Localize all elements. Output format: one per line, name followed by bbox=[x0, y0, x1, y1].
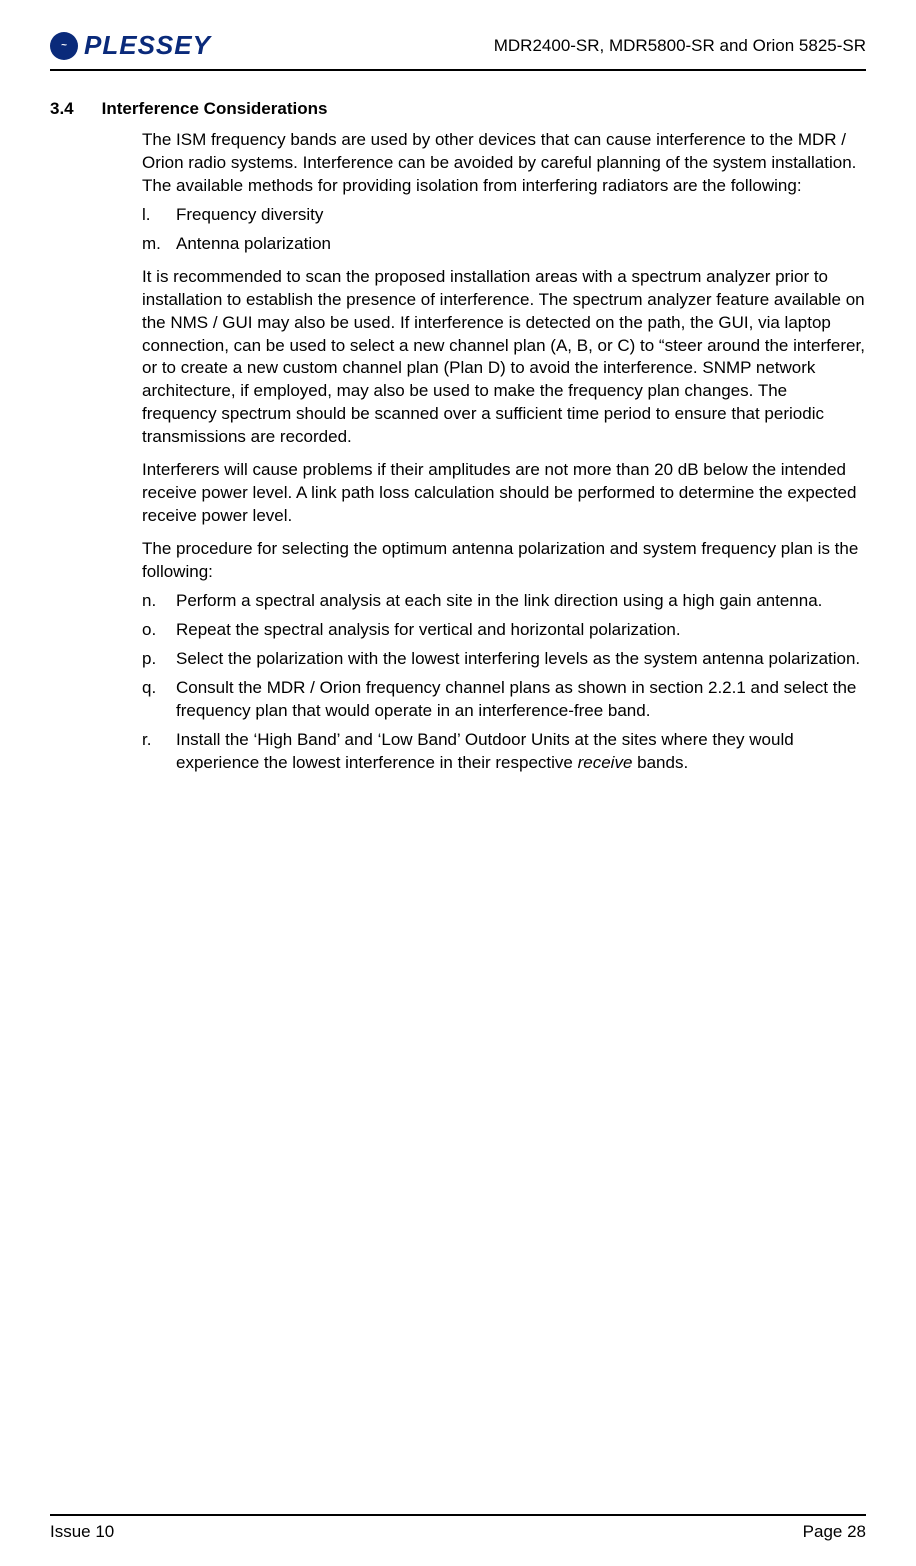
list-content: Select the polarization with the lowest … bbox=[176, 648, 866, 671]
list-content: Install the ‘High Band’ and ‘Low Band’ O… bbox=[176, 729, 866, 775]
paragraph: Interferers will cause problems if their… bbox=[142, 459, 866, 528]
list-marker: m. bbox=[142, 233, 176, 256]
procedure-list: n. Perform a spectral analysis at each s… bbox=[142, 590, 866, 775]
list-marker: n. bbox=[142, 590, 176, 613]
text-run-italic: receive bbox=[578, 753, 633, 772]
list-item: l. Frequency diversity bbox=[142, 204, 866, 227]
methods-list: l. Frequency diversity m. Antenna polari… bbox=[142, 204, 866, 256]
footer-left: Issue 10 bbox=[50, 1522, 114, 1542]
paragraph: The procedure for selecting the optimum … bbox=[142, 538, 866, 584]
list-content: Antenna polarization bbox=[176, 233, 866, 256]
list-item: n. Perform a spectral analysis at each s… bbox=[142, 590, 866, 613]
section-title: Interference Considerations bbox=[102, 99, 328, 119]
list-marker: p. bbox=[142, 648, 176, 671]
brand-logo: ~ PLESSEY bbox=[50, 30, 211, 61]
page-container: ~ PLESSEY MDR2400-SR, MDR5800-SR and Ori… bbox=[0, 0, 916, 1566]
text-run: bands. bbox=[632, 753, 688, 772]
list-marker: o. bbox=[142, 619, 176, 642]
list-item: p. Select the polarization with the lowe… bbox=[142, 648, 866, 671]
footer-right: Page 28 bbox=[803, 1522, 866, 1542]
logo-text: PLESSEY bbox=[84, 30, 211, 61]
logo-mark-icon: ~ bbox=[50, 32, 78, 60]
page-header: ~ PLESSEY MDR2400-SR, MDR5800-SR and Ori… bbox=[50, 30, 866, 71]
section-number: 3.4 bbox=[50, 99, 74, 119]
product-line-text: MDR2400-SR, MDR5800-SR and Orion 5825-SR bbox=[494, 36, 866, 56]
list-content: Frequency diversity bbox=[176, 204, 866, 227]
list-content: Perform a spectral analysis at each site… bbox=[176, 590, 866, 613]
text-run: Install the ‘High Band’ and ‘Low Band’ O… bbox=[176, 730, 794, 772]
list-item: o. Repeat the spectral analysis for vert… bbox=[142, 619, 866, 642]
list-marker: q. bbox=[142, 677, 176, 723]
list-item: r. Install the ‘High Band’ and ‘Low Band… bbox=[142, 729, 866, 775]
list-marker: r. bbox=[142, 729, 176, 775]
list-item: m. Antenna polarization bbox=[142, 233, 866, 256]
list-content: Repeat the spectral analysis for vertica… bbox=[176, 619, 866, 642]
paragraph: The ISM frequency bands are used by othe… bbox=[142, 129, 866, 198]
list-item: q. Consult the MDR / Orion frequency cha… bbox=[142, 677, 866, 723]
section-heading: 3.4 Interference Considerations bbox=[50, 99, 866, 119]
list-content: Consult the MDR / Orion frequency channe… bbox=[176, 677, 866, 723]
paragraph: It is recommended to scan the proposed i… bbox=[142, 266, 866, 450]
list-marker: l. bbox=[142, 204, 176, 227]
body-column: The ISM frequency bands are used by othe… bbox=[142, 129, 866, 774]
logo-glyph: ~ bbox=[61, 40, 67, 51]
page-footer: Issue 10 Page 28 bbox=[50, 1514, 866, 1542]
